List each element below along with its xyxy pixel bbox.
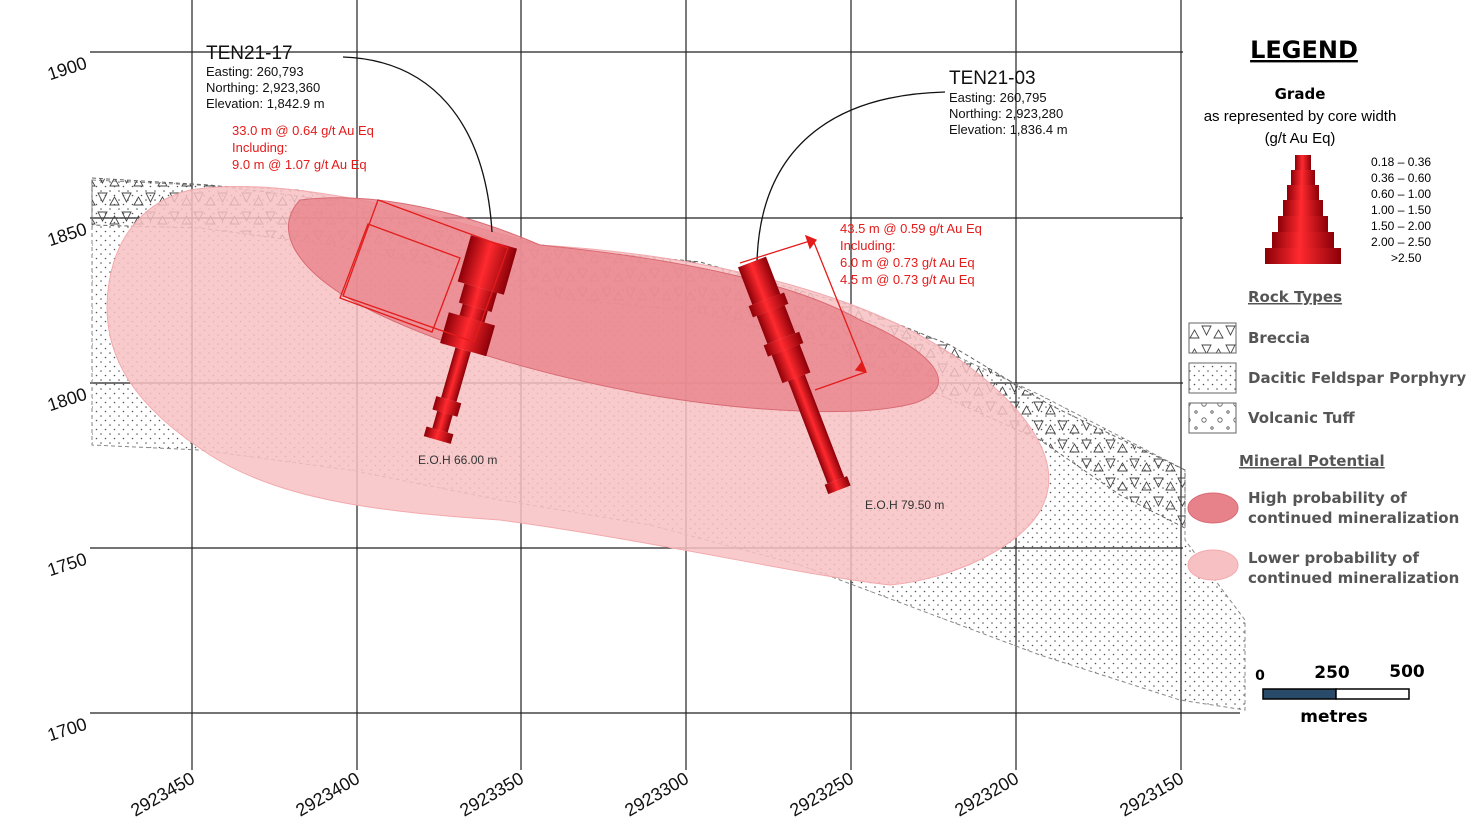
x-tick-label: 2923200 bbox=[951, 768, 1022, 820]
grade-bin: 0.60 – 1.00 bbox=[1371, 187, 1431, 201]
grade-title: Grade bbox=[1275, 85, 1326, 103]
grade-bin: 2.00 – 2.50 bbox=[1371, 235, 1431, 249]
x-tick-label: 2923250 bbox=[786, 768, 857, 820]
porphyry-swatch bbox=[1188, 362, 1237, 394]
y-tick-label: 1800 bbox=[45, 384, 89, 415]
scale-label: 500 bbox=[1389, 662, 1425, 682]
x-tick-label: 2923450 bbox=[127, 768, 198, 820]
drill-core-ten21-17 bbox=[423, 235, 518, 444]
y-tick-label: 1700 bbox=[45, 714, 89, 745]
intercept-text: Including: bbox=[840, 238, 896, 253]
y-tick-label: 1900 bbox=[45, 53, 89, 84]
leader-ten21-03 bbox=[756, 91, 946, 263]
high-probability-swatch bbox=[1187, 492, 1239, 524]
x-tick-label: 2923150 bbox=[1116, 768, 1187, 820]
scale-label: 0 bbox=[1255, 668, 1265, 684]
scale-unit: metres bbox=[1300, 707, 1367, 727]
grade-subtitle: as represented by core width bbox=[1204, 108, 1397, 125]
rock-type-label: Breccia bbox=[1248, 329, 1310, 347]
scale-label: 250 bbox=[1314, 663, 1350, 683]
legend-title: LEGEND bbox=[1250, 36, 1358, 64]
legend: LEGEND Grade as represented by core widt… bbox=[1187, 36, 1466, 587]
rock-type-label: Dacitic Feldspar Porphyry bbox=[1248, 369, 1466, 387]
intercept-text: 33.0 m @ 0.64 g/t Au Eq bbox=[232, 123, 374, 138]
eoh-label: E.O.H 66.00 m bbox=[418, 453, 497, 467]
grade-bin: 1.50 – 2.00 bbox=[1371, 219, 1431, 233]
hole-northing: Northing: 2,923,360 bbox=[206, 80, 320, 95]
x-tick-label: 2923300 bbox=[621, 768, 692, 820]
rock-types-title: Rock Types bbox=[1248, 288, 1342, 306]
hole-elevation: Elevation: 1,842.9 m bbox=[206, 96, 325, 111]
scale-bar: 0 250 500 metres bbox=[1255, 662, 1425, 727]
low-probability-label: Lower probability of bbox=[1248, 549, 1419, 567]
rock-type-label: Volcanic Tuff bbox=[1248, 409, 1355, 427]
grade-bin: 0.36 – 0.60 bbox=[1371, 171, 1431, 185]
y-tick-label: 1750 bbox=[45, 549, 89, 580]
intercept-text: 43.5 m @ 0.59 g/t Au Eq bbox=[840, 221, 982, 236]
eoh-label: E.O.H 79.50 m bbox=[865, 498, 944, 512]
high-probability-label: High probability of bbox=[1248, 489, 1407, 507]
low-probability-label: continued mineralization bbox=[1248, 569, 1459, 587]
hole-northing: Northing: 2,923,280 bbox=[949, 106, 1063, 121]
intercept-text: 9.0 m @ 1.07 g/t Au Eq bbox=[232, 157, 367, 172]
grade-symbol bbox=[1265, 155, 1341, 264]
hole-easting: Easting: 260,795 bbox=[949, 90, 1047, 105]
intercept-text: 4.5 m @ 0.73 g/t Au Eq bbox=[840, 272, 975, 287]
grade-bin: >2.50 bbox=[1391, 251, 1422, 265]
grade-subtitle: (g/t Au Eq) bbox=[1265, 130, 1336, 147]
intercept-text: Including: bbox=[232, 140, 288, 155]
mineral-potential-title: Mineral Potential bbox=[1239, 452, 1385, 470]
hole-easting: Easting: 260,793 bbox=[206, 64, 304, 79]
tuff-swatch bbox=[1188, 402, 1237, 434]
hole-elevation: Elevation: 1,836.4 m bbox=[949, 122, 1068, 137]
breccia-swatch bbox=[1188, 322, 1237, 354]
intercept-bracket-ten21-03 bbox=[739, 234, 868, 391]
intercept-text: 6.0 m @ 0.73 g/t Au Eq bbox=[840, 255, 975, 270]
hole-id: TEN21-03 bbox=[949, 68, 1036, 89]
low-probability-swatch bbox=[1187, 549, 1239, 581]
y-tick-label: 1850 bbox=[45, 219, 89, 250]
leader-ten21-17 bbox=[342, 56, 493, 233]
drill-core-ten21-03 bbox=[737, 256, 851, 495]
hole-id: TEN21-17 bbox=[206, 43, 293, 64]
grade-bin: 0.18 – 0.36 bbox=[1371, 155, 1431, 169]
x-tick-label: 2923400 bbox=[292, 768, 363, 820]
x-tick-label: 2923350 bbox=[456, 768, 527, 820]
grade-bin: 1.00 – 1.50 bbox=[1371, 203, 1431, 217]
intercept-bracket-ten21-17 bbox=[339, 199, 509, 343]
high-probability-label: continued mineralization bbox=[1248, 509, 1459, 527]
